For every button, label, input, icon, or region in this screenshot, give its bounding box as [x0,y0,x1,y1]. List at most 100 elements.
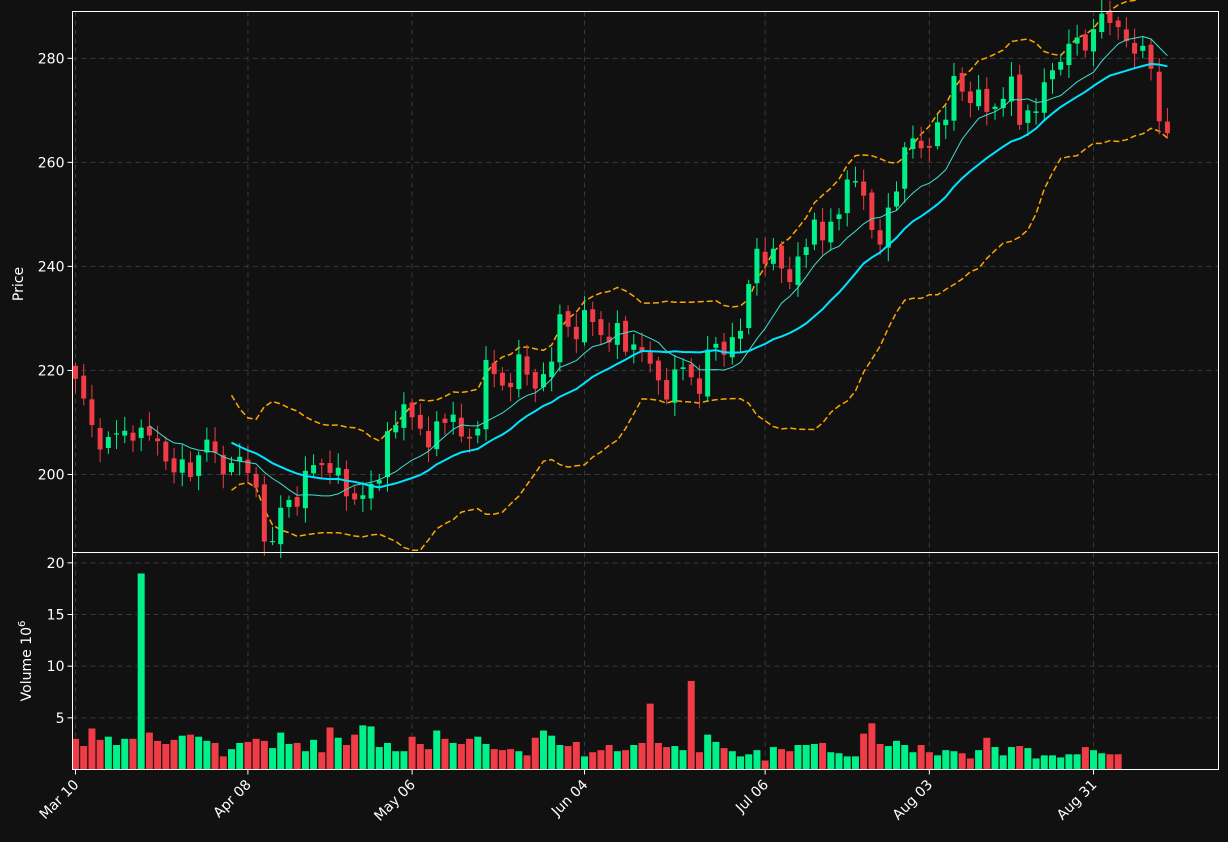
volume-bar [1056,756,1065,770]
candle-body [1082,34,1088,51]
volume-bar [900,744,909,770]
candle-body [393,425,399,433]
volume-bar [350,734,359,770]
volume-bar [317,751,326,770]
candle-body [943,119,949,126]
candle-body [204,439,210,453]
candle-body [171,458,177,473]
candle-body [590,309,596,323]
volume-bar [695,751,704,770]
candle-body [426,431,432,448]
candle-body [220,454,226,475]
volume-bar [621,749,630,770]
volume-y-axis-label: Volume 106 [17,621,35,702]
price-y-tick-label: 280 [38,51,65,67]
candle-body [836,214,842,219]
candle-body [278,507,284,545]
volume-bar [161,743,170,770]
volume-bar [284,743,294,770]
candle-body [713,343,719,348]
volume-bar [793,744,803,770]
volume-bar [514,750,523,770]
volume-bar [465,738,474,770]
volume-bar [276,731,285,770]
volume-bar [678,749,688,770]
volume-bar [884,745,893,770]
volume-bar [1073,753,1082,770]
volume-y-axis-label-text: Volume 10 [19,627,35,701]
volume-bar [293,742,302,770]
price-y-tick-label: 260 [38,155,65,171]
volume-bar [875,743,885,770]
candle-body [508,382,514,388]
candle-body [902,147,908,189]
volume-y-tick-label: 10 [47,659,65,675]
volume-bar [531,737,540,770]
sma-slow-line [231,62,1168,489]
candle-body [1140,45,1146,51]
candle-body [828,221,834,243]
volume-bar [908,751,918,770]
candle-body [97,427,103,450]
bollinger-upper-line [230,0,1152,442]
volume-bar [522,754,532,770]
candle-body [1000,98,1006,109]
volume-bar [1105,753,1115,770]
candle-body [434,421,440,450]
price-y-axis-label: Price [11,267,27,301]
volume-bar [703,734,712,770]
volume-bar [539,729,548,770]
candle-body [228,463,234,473]
candle-body [729,337,735,358]
volume-bar [440,738,450,770]
candle-body [81,375,87,399]
candle-body [1115,20,1121,28]
candle-body [680,367,686,369]
candle-body [582,310,588,343]
volume-bar [96,739,105,770]
candle-body [1123,29,1129,42]
candle-body [352,493,358,500]
volume-bar [366,725,376,770]
candle-body [647,352,653,364]
candle-body [1041,82,1047,113]
volume-bar [670,745,679,770]
candle-body [499,372,505,386]
volume-bar [481,743,491,770]
volume-bar [785,750,794,770]
volume-bar [719,747,729,770]
volume-bar [958,752,967,770]
volume-bar [87,727,97,770]
candle-body [401,404,407,428]
candle-body [319,463,325,466]
volume-y-tick-label: 20 [47,556,65,572]
volume-bar [851,755,860,770]
volume-bar [728,750,737,770]
candle-body [573,326,579,340]
candle-body [524,356,530,375]
volume-bar [358,724,367,770]
candle-body [270,541,276,543]
volume-bar [629,744,638,770]
volume-bar [662,746,671,770]
volume-bar [153,740,162,770]
candle-body [327,463,333,473]
volume-bar [744,753,753,770]
volume-bar [752,749,762,770]
volume-bar [834,752,844,770]
candle-body [1099,13,1105,33]
volume-bar [563,745,573,770]
candle-body [417,414,423,429]
volume-bar [925,751,934,770]
price-y-tick-label: 240 [38,259,65,275]
volume-bar [949,750,959,770]
volume-bar [982,737,991,770]
candle-body [368,483,374,499]
volume-grid [72,552,1219,770]
candle-body [516,354,522,390]
candle-body [861,181,867,196]
volume-bar [473,736,482,770]
volume-bar [169,739,179,770]
candle-body [885,207,891,248]
volume-bar [260,740,269,770]
